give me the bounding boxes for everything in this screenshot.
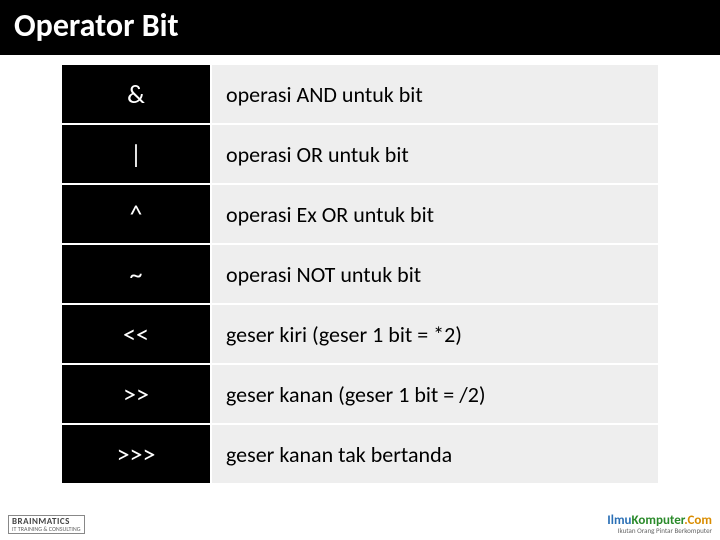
operator-desc: operasi AND untuk bit [211, 64, 659, 124]
operator-desc: operasi NOT untuk bit [211, 244, 659, 304]
operator-symbol: ~ [61, 244, 211, 304]
operator-symbol: ^ [61, 184, 211, 244]
right-brand-tag: Ikutan Orang Pintar Berkomputer [607, 527, 712, 534]
operator-symbol: & [61, 64, 211, 124]
table-row: ^ operasi Ex OR untuk bit [61, 184, 659, 244]
operator-desc: geser kanan (geser 1 bit = /2) [211, 364, 659, 424]
table-row: >>> geser kanan tak bertanda [61, 424, 659, 484]
slide-title: Operator Bit [0, 0, 720, 55]
operator-table-container: & operasi AND untuk bit | operasi OR unt… [0, 55, 720, 485]
operator-symbol: | [61, 124, 211, 184]
table-row: << geser kiri (geser 1 bit = *2) [61, 304, 659, 364]
operator-table: & operasi AND untuk bit | operasi OR unt… [60, 63, 660, 485]
left-brand-sub: IT TRAINING & CONSULTING [12, 526, 81, 532]
footer: BRAINMATICS IT TRAINING & CONSULTING Ilm… [8, 514, 712, 534]
operator-symbol: >>> [61, 424, 211, 484]
logo-right: IlmuKomputer.Com Ikutan Orang Pintar Ber… [607, 514, 712, 534]
table-row: ~ operasi NOT untuk bit [61, 244, 659, 304]
table-row: >> geser kanan (geser 1 bit = /2) [61, 364, 659, 424]
table-row: & operasi AND untuk bit [61, 64, 659, 124]
operator-symbol: >> [61, 364, 211, 424]
operator-desc: operasi OR untuk bit [211, 124, 659, 184]
logo-left: BRAINMATICS IT TRAINING & CONSULTING [8, 515, 85, 534]
operator-desc: geser kiri (geser 1 bit = *2) [211, 304, 659, 364]
operator-symbol: << [61, 304, 211, 364]
operator-desc: geser kanan tak bertanda [211, 424, 659, 484]
operator-desc: operasi Ex OR untuk bit [211, 184, 659, 244]
table-row: | operasi OR untuk bit [61, 124, 659, 184]
